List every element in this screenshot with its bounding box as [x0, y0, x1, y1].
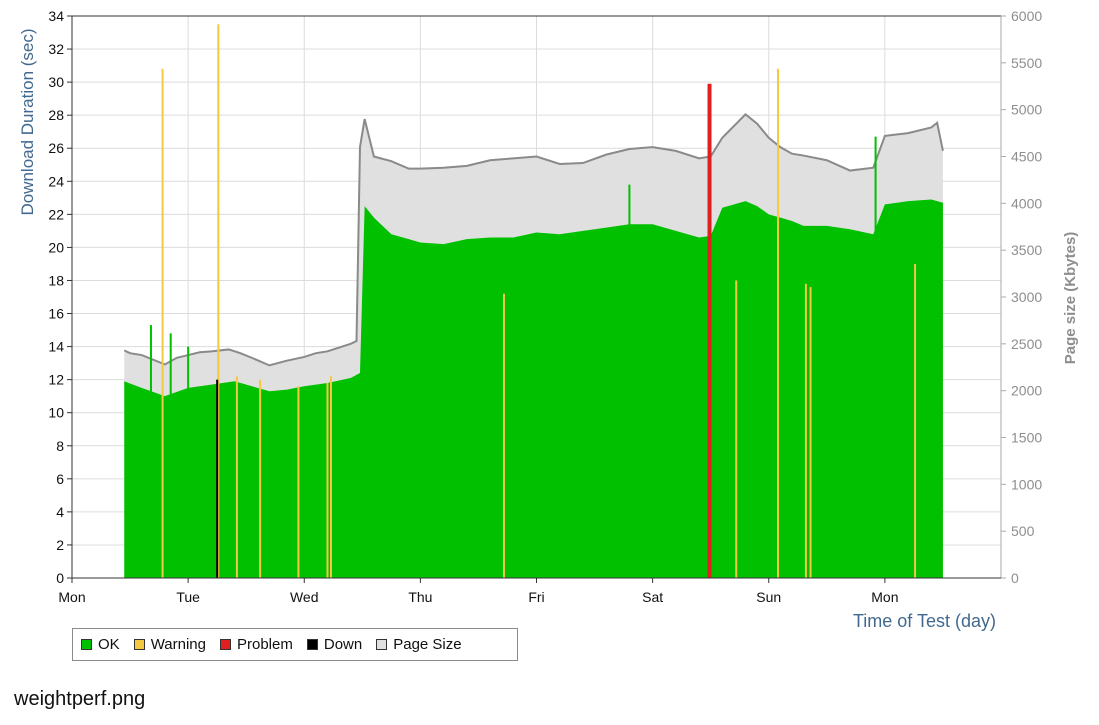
legend-label-warning: Warning [150, 636, 206, 653]
legend-label-ok: OK [98, 636, 120, 653]
y-tick-label: 4 [56, 504, 64, 520]
y2-tick-label: 500 [1011, 523, 1035, 539]
y-tick-label: 30 [48, 74, 64, 90]
ok-duration-area [124, 199, 943, 578]
event-bar-warning [329, 376, 332, 578]
y-tick-label: 22 [48, 206, 64, 222]
y2-tick-label: 2000 [1011, 383, 1042, 399]
y-tick-label: 34 [48, 8, 64, 24]
y2-tick-label: 3000 [1011, 289, 1042, 305]
page-size-line [123, 113, 944, 367]
y-axis-label: Download Duration (sec) [18, 28, 37, 215]
performance-chart: 0246810121416182022242628303234050010001… [18, 8, 1079, 631]
legend-swatch-warning [133, 639, 145, 650]
y2-tick-label: 1500 [1011, 430, 1042, 446]
event-bar-warning [804, 283, 807, 578]
event-bar-warning [502, 293, 505, 578]
y2-axis-label: Page size (Kbytes) [1062, 232, 1079, 365]
y-tick-label: 14 [48, 339, 64, 355]
y-tick-label: 18 [48, 272, 64, 288]
y2-tick-label: 4000 [1011, 195, 1042, 211]
event-bar-warning [777, 68, 780, 579]
x-tick-label: Mon [871, 589, 898, 605]
legend-label-page-size: Page Size [393, 636, 462, 653]
x-tick-label: Mon [58, 589, 85, 605]
event-bar-ok [187, 346, 190, 578]
event-bar-warning [297, 386, 300, 578]
legend-item-page-size: Page Size [376, 636, 462, 653]
y2-tick-label: 2500 [1011, 336, 1042, 352]
event-bar-ok [149, 325, 152, 578]
x-axis-label: Time of Test (day) [853, 611, 996, 631]
y2-tick-label: 6000 [1011, 8, 1042, 24]
event-bar-ok [874, 136, 877, 578]
data-areas [123, 113, 944, 578]
legend-label-down: Down [323, 636, 363, 653]
chart-container: 0 2 4 6 8 10 12 14 16 18 20 22 24 26 28 30 32 34 0 500 1000 1… [18, 8, 1079, 631]
event-bar-warning [809, 287, 812, 578]
event-bar-warning [217, 24, 220, 578]
event-bar-ok [169, 333, 172, 578]
event-bar-ok [628, 184, 631, 578]
event-bar-warning [259, 379, 262, 578]
y2-tick-label: 5500 [1011, 55, 1042, 71]
legend-item-ok: OK [81, 636, 120, 653]
legend-item-down: Down [306, 636, 363, 653]
legend-item-problem: Problem [220, 636, 293, 653]
y-tick-label: 16 [48, 306, 64, 322]
y-tick-label: 2 [56, 537, 64, 553]
event-bars [149, 24, 917, 579]
y2-tick-label: 5000 [1011, 102, 1042, 118]
y2-tick-label: 1000 [1011, 476, 1042, 492]
image-caption: weightperf.png [14, 688, 146, 710]
x-tick-label: Tue [176, 589, 200, 605]
event-bar-warning [735, 280, 738, 578]
y-tick-label: 0 [56, 570, 64, 586]
y-tick-label: 10 [48, 405, 64, 421]
y-tick-label: 20 [48, 239, 64, 255]
y-tick-label: 12 [48, 372, 64, 388]
event-bar-warning [914, 263, 917, 578]
event-bar-warning [326, 382, 329, 578]
event-bar-problem [707, 83, 712, 578]
y2-tick-label: 3500 [1011, 242, 1042, 258]
legend-label-problem: Problem [237, 636, 293, 653]
y2-tick-label: 0 [1011, 570, 1019, 586]
y2-tick-label: 4500 [1011, 149, 1042, 165]
chart-legend: OK Warning Problem Down Page Size [72, 628, 518, 661]
event-bar-warning [161, 68, 164, 579]
y-tick-label: 32 [48, 41, 64, 57]
legend-item-warning: Warning [133, 636, 206, 653]
legend-swatch-down [306, 639, 318, 650]
x-tick-label: Sun [756, 589, 781, 605]
x-tick-label: Fri [528, 589, 544, 605]
event-bar-down [216, 379, 219, 578]
event-bar-warning [235, 376, 238, 578]
legend-swatch-problem [220, 639, 231, 650]
y-tick-label: 24 [48, 173, 64, 189]
x-tick-label: Sat [642, 589, 663, 605]
x-tick-label: Thu [408, 589, 432, 605]
y-tick-label: 6 [56, 471, 64, 487]
x-tick-label: Wed [290, 589, 319, 605]
y-tick-label: 26 [48, 140, 64, 156]
legend-swatch-page-size [376, 639, 388, 650]
y-tick-label: 28 [48, 107, 64, 123]
y-tick-label: 8 [56, 438, 64, 454]
axes: 0246810121416182022242628303234050010001… [48, 8, 1042, 605]
legend-swatch-ok [81, 639, 92, 650]
